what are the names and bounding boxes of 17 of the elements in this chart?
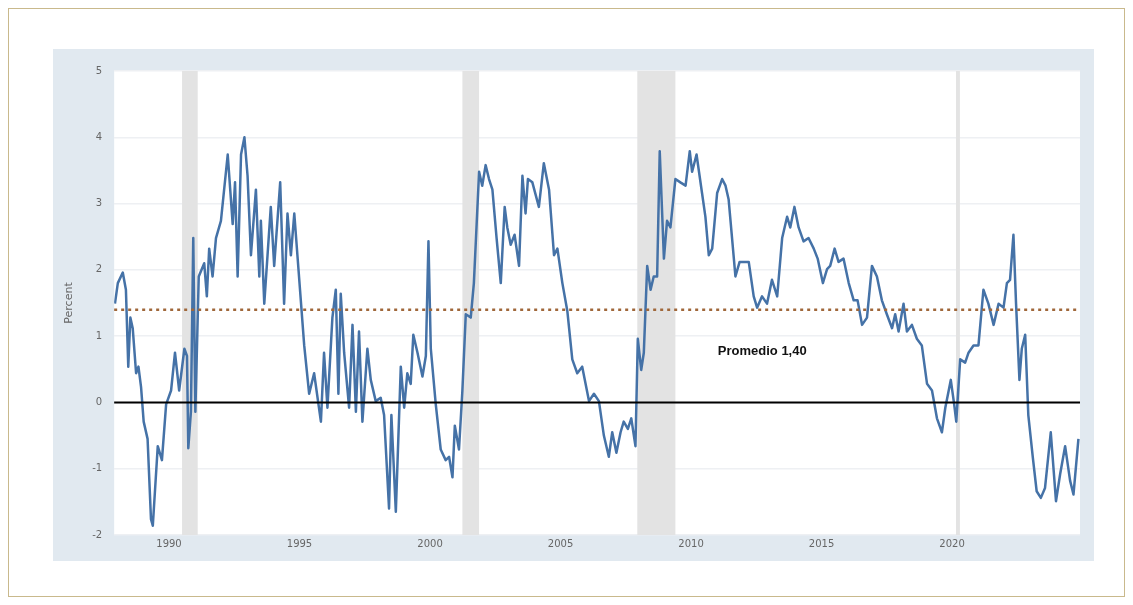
x-tick-label: 2010 <box>678 537 704 549</box>
x-tick-label: 1990 <box>156 537 182 549</box>
y-tick-label: 3 <box>95 197 103 209</box>
x-tick-label: 1995 <box>286 537 313 549</box>
y-tick-label: 1 <box>95 329 103 341</box>
y-tick-label: -1 <box>92 462 103 474</box>
y-axis-title: Percent <box>62 281 76 324</box>
ref-line-label: Promedio 1,40 <box>717 343 807 359</box>
x-tick-label: 2015 <box>808 537 835 549</box>
y-tick-label: 5 <box>95 64 103 76</box>
x-tick-label: 2005 <box>547 537 574 549</box>
y-tick-label: 0 <box>95 396 103 408</box>
y-tick-label: 2 <box>95 263 103 275</box>
x-tick-label: 2020 <box>939 537 965 549</box>
y-tick-label: 4 <box>95 130 103 142</box>
x-tick-label: 2000 <box>417 537 443 549</box>
y-tick-label: -2 <box>92 528 103 540</box>
